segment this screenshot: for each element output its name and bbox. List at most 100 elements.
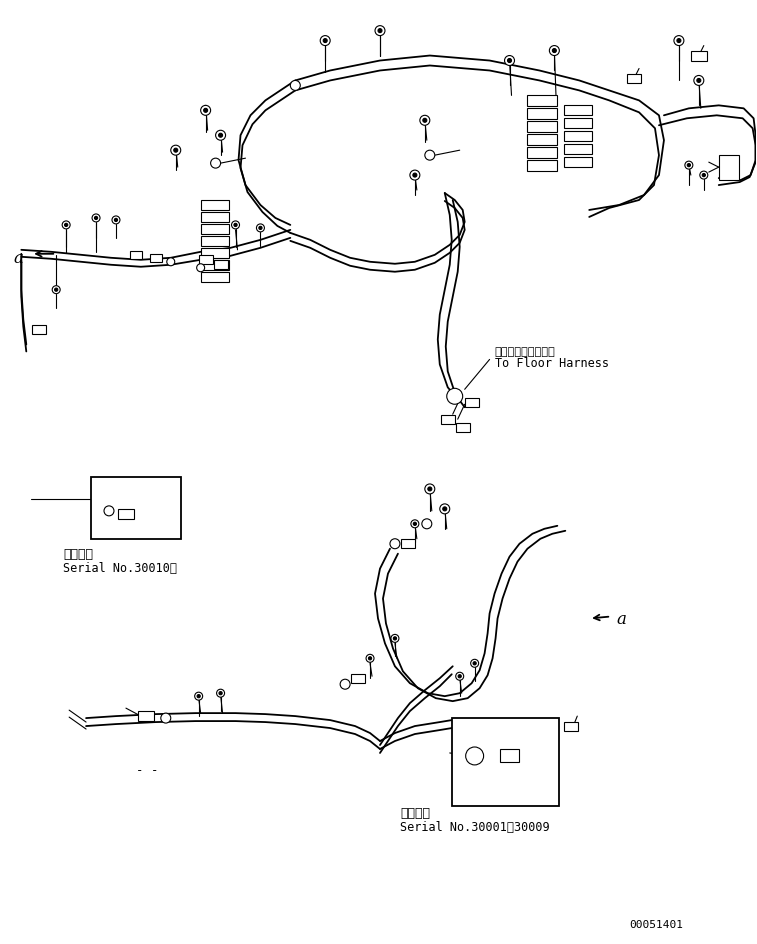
Circle shape — [553, 49, 556, 54]
Bar — [138, 712, 154, 721]
Circle shape — [114, 219, 117, 222]
Text: a: a — [616, 611, 626, 628]
Bar — [91, 478, 181, 539]
Circle shape — [375, 26, 385, 37]
Circle shape — [674, 37, 684, 46]
Circle shape — [104, 506, 114, 516]
Circle shape — [504, 57, 515, 66]
Circle shape — [411, 520, 419, 529]
Circle shape — [440, 504, 450, 514]
Text: - -: - - — [136, 763, 158, 776]
Bar — [691, 52, 707, 61]
Bar — [627, 75, 641, 84]
Circle shape — [291, 81, 301, 92]
Text: 適用号機: 適用号機 — [63, 548, 93, 560]
Text: 00051401: 00051401 — [629, 919, 683, 929]
Circle shape — [216, 131, 226, 141]
Circle shape — [447, 389, 463, 405]
Bar — [201, 261, 229, 271]
Circle shape — [197, 264, 204, 273]
Circle shape — [413, 523, 416, 526]
Text: a: a — [14, 250, 23, 267]
Circle shape — [259, 228, 262, 230]
Text: Serial No.30010～: Serial No.30010～ — [63, 561, 177, 574]
Bar — [130, 251, 142, 260]
Circle shape — [160, 714, 171, 723]
Bar — [528, 135, 557, 146]
Circle shape — [694, 76, 704, 86]
Circle shape — [425, 151, 435, 161]
Text: To Floor Harness: To Floor Harness — [494, 357, 609, 370]
Circle shape — [394, 637, 397, 640]
Circle shape — [507, 59, 512, 63]
Bar — [201, 212, 229, 223]
Circle shape — [219, 692, 222, 695]
Bar — [718, 156, 739, 181]
Bar — [351, 674, 365, 683]
Circle shape — [473, 662, 476, 666]
Bar — [201, 248, 229, 259]
Text: フロアーハーネスへ: フロアーハーネスへ — [494, 347, 556, 357]
Bar — [452, 718, 559, 806]
Circle shape — [422, 519, 431, 530]
Circle shape — [320, 37, 330, 46]
Circle shape — [64, 224, 67, 228]
Circle shape — [550, 46, 559, 57]
Circle shape — [195, 693, 203, 700]
Bar — [198, 256, 213, 265]
Circle shape — [458, 675, 461, 678]
Circle shape — [378, 29, 382, 34]
Bar — [564, 722, 578, 731]
Bar — [564, 145, 592, 155]
Circle shape — [366, 654, 374, 663]
Circle shape — [217, 689, 225, 698]
Text: Serial No.30001～30009: Serial No.30001～30009 — [400, 819, 550, 833]
Circle shape — [55, 289, 58, 292]
Circle shape — [92, 214, 100, 223]
Circle shape — [391, 634, 399, 643]
Bar — [564, 119, 592, 129]
Circle shape — [466, 748, 484, 765]
Circle shape — [197, 695, 201, 698]
Bar — [33, 326, 46, 335]
Bar — [441, 415, 455, 424]
Bar — [564, 132, 592, 142]
Circle shape — [257, 225, 264, 232]
Circle shape — [204, 110, 207, 113]
Circle shape — [201, 107, 210, 116]
Circle shape — [234, 224, 237, 228]
Circle shape — [323, 40, 327, 43]
Circle shape — [443, 507, 447, 512]
Circle shape — [340, 680, 350, 689]
Bar — [528, 122, 557, 133]
Circle shape — [167, 259, 175, 266]
Circle shape — [420, 116, 430, 126]
Bar — [528, 96, 557, 108]
Bar — [201, 237, 229, 246]
Circle shape — [471, 660, 478, 667]
Bar — [564, 107, 592, 116]
Circle shape — [428, 487, 431, 492]
Circle shape — [210, 159, 220, 169]
Circle shape — [390, 539, 400, 549]
Circle shape — [95, 217, 98, 220]
Bar — [528, 161, 557, 172]
Circle shape — [456, 672, 464, 681]
Circle shape — [410, 171, 420, 181]
Bar — [201, 225, 229, 235]
Bar — [118, 510, 134, 519]
Bar — [528, 110, 557, 120]
Circle shape — [112, 217, 120, 225]
Bar — [213, 261, 228, 270]
Bar — [465, 398, 478, 407]
Circle shape — [702, 175, 706, 177]
Bar — [150, 255, 162, 262]
Circle shape — [171, 146, 181, 156]
Bar — [456, 423, 469, 432]
Circle shape — [369, 657, 372, 660]
Circle shape — [413, 174, 417, 177]
Circle shape — [423, 119, 427, 123]
Text: 適用号機: 適用号機 — [400, 806, 430, 818]
Bar — [564, 158, 592, 168]
Circle shape — [677, 40, 681, 43]
